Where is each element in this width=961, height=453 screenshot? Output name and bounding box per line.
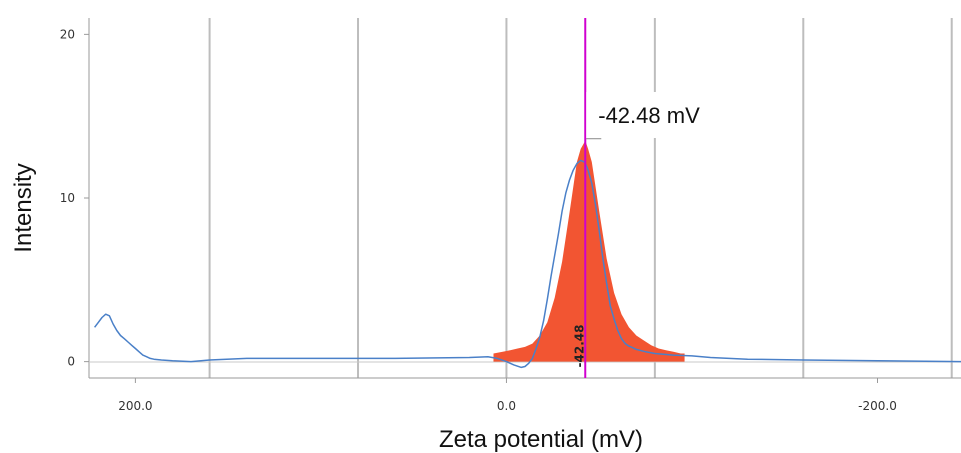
y-tick-label: 10 xyxy=(60,191,75,205)
x-axis-title: Zeta potential (mV) xyxy=(439,426,643,453)
peak-label-box xyxy=(586,92,757,138)
peak-area xyxy=(493,140,685,362)
series-layer xyxy=(94,159,961,369)
peak-rotated-label: -42.48 xyxy=(572,325,586,368)
ticks-layer: 200.0 0.0 -200.0 0 10 20 xyxy=(60,27,897,413)
grid-layer xyxy=(208,18,953,378)
y-axis-title: Intensity xyxy=(10,163,37,252)
x-tick-label: 0.0 xyxy=(497,399,516,413)
peak-value-label: -42.48 mV xyxy=(598,103,700,128)
x-tick-label: 200.0 xyxy=(118,399,152,413)
y-tick-label: 0 xyxy=(67,355,75,369)
series-line xyxy=(94,159,961,369)
y-tick-label: 20 xyxy=(60,27,75,41)
peak-fill-layer xyxy=(493,140,685,362)
x-tick-label: -200.0 xyxy=(858,399,897,413)
marker-layer: -42.48 mV -42.48 xyxy=(572,18,757,378)
